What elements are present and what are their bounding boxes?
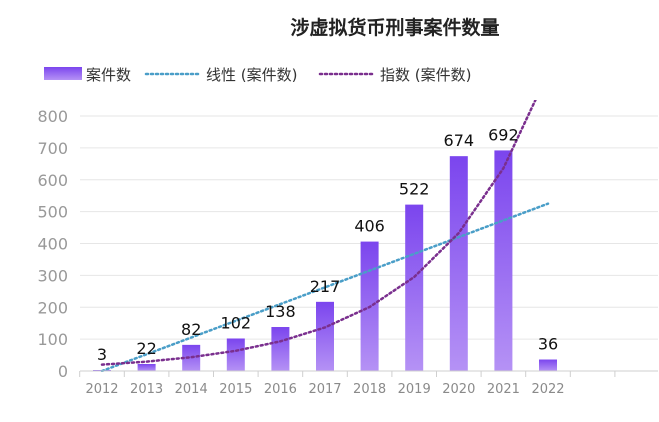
legend-label-linear: 线性 (案件数) [206, 66, 297, 84]
data-label: 217 [310, 277, 341, 296]
data-label: 138 [265, 302, 296, 321]
legend-label-bar: 案件数 [86, 66, 131, 84]
x-tick-label: 2015 [219, 382, 252, 397]
y-tick-label: 600 [37, 171, 68, 190]
data-label: 82 [181, 320, 201, 339]
bar [316, 301, 334, 371]
x-tick-label: 2019 [398, 382, 431, 397]
data-label: 674 [444, 131, 475, 150]
legend-label-exponential: 指数 (案件数) [380, 66, 471, 84]
data-label: 692 [488, 125, 519, 144]
trendline-exponential [100, 100, 537, 366]
x-tick-label: 2020 [442, 382, 475, 397]
bar [271, 327, 290, 371]
x-tick-label: 2021 [487, 382, 520, 397]
y-tick-label: 400 [37, 235, 68, 254]
x-tick-label: 2016 [264, 382, 297, 397]
y-axis: 0 100 200 300 400 500 600 700 800 [37, 107, 68, 381]
data-label: 22 [136, 339, 156, 358]
chart-title: 涉虚拟货币刑事案件数量 [290, 16, 499, 39]
x-tick-label: 2017 [308, 382, 341, 397]
data-label: 406 [354, 217, 385, 236]
legend-item-linear: 线性 (案件数) [144, 66, 297, 84]
y-tick-label: 700 [37, 139, 68, 158]
data-label: 3 [97, 345, 107, 364]
data-label: 102 [221, 313, 252, 332]
y-tick-label: 100 [37, 330, 68, 349]
x-axis: 2012 2013 2014 2015 2016 2017 2018 2019 2020 2021… [79, 370, 658, 397]
bars [93, 150, 557, 371]
y-tick-label: 200 [37, 298, 68, 317]
bar [137, 363, 156, 371]
data-label: 36 [538, 335, 558, 354]
x-tick-label: 2014 [175, 382, 208, 397]
legend-item-exponential: 指数 (案件数) [318, 66, 471, 84]
bar [539, 359, 557, 371]
x-tick-label: 2022 [531, 382, 564, 397]
trendlines [100, 100, 550, 372]
x-tick-label: 2018 [353, 382, 386, 397]
bar [449, 156, 468, 371]
legend: 案件数 线性 (案件数) 指数 (案件数) [44, 66, 471, 84]
y-tick-label: 0 [58, 362, 68, 381]
legend-item-bar: 案件数 [44, 66, 131, 84]
bar [494, 150, 513, 371]
y-tick-label: 500 [37, 203, 68, 222]
x-tick-label: 2013 [130, 382, 163, 397]
x-tick-label: 2012 [85, 382, 118, 397]
data-label: 522 [399, 180, 430, 199]
trendline-linear [100, 202, 550, 372]
bar [226, 338, 245, 371]
bar [405, 204, 424, 371]
y-tick-label: 300 [37, 266, 68, 285]
y-tick-label: 800 [37, 107, 68, 126]
legend-swatch-bar [44, 67, 82, 80]
data-labels: 3 22 82 102 138 217 406 522 674 692 36 [97, 125, 558, 364]
